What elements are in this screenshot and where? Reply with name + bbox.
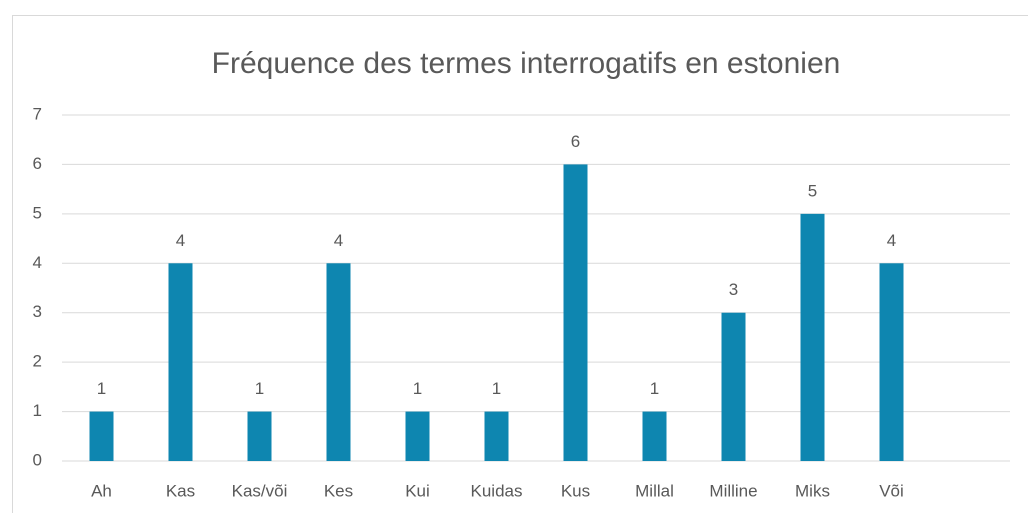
x-tick-label: Kui [405,481,430,500]
x-tick-label: Kuidas [471,481,523,500]
data-label: 5 [808,181,817,200]
y-tick-label: 0 [33,450,42,469]
x-tick-label: Ah [91,481,112,500]
data-label: 3 [729,280,738,299]
y-tick-label: 3 [33,302,42,321]
y-tick-label: 6 [33,154,42,173]
x-tick-label: Kas/või [232,481,288,500]
y-tick-label: 2 [33,352,42,371]
data-label: 1 [97,379,106,398]
x-tick-label: Millal [635,481,674,500]
y-tick-label: 5 [33,203,42,222]
data-label: 6 [571,132,580,151]
x-tick-label: Kes [324,481,353,500]
bar [168,263,193,461]
x-tick-label: Miks [795,481,830,500]
bar [642,411,667,461]
bar [721,312,746,461]
data-label: 1 [255,379,264,398]
x-tick-label: Milline [709,481,757,500]
bar [405,411,430,461]
bar [326,263,351,461]
chart-border [12,15,1028,513]
data-label: 4 [176,231,185,250]
bar [89,411,114,461]
y-tick-label: 1 [33,401,42,420]
data-label: 1 [650,379,659,398]
data-label: 4 [334,231,343,250]
x-tick-label: Kus [561,481,590,500]
chart-title: Fréquence des termes interrogatifs en es… [212,47,841,80]
bar [484,411,509,461]
y-tick-label: 4 [33,253,42,272]
bar [563,164,588,461]
bar [879,263,904,461]
bar [247,411,272,461]
data-label: 4 [887,231,896,250]
data-label: 1 [413,379,422,398]
x-tick-label: Kas [166,481,195,500]
y-tick-label: 7 [33,104,42,123]
x-tick-label: Või [879,481,904,500]
bar [800,213,825,461]
data-label: 1 [492,379,501,398]
